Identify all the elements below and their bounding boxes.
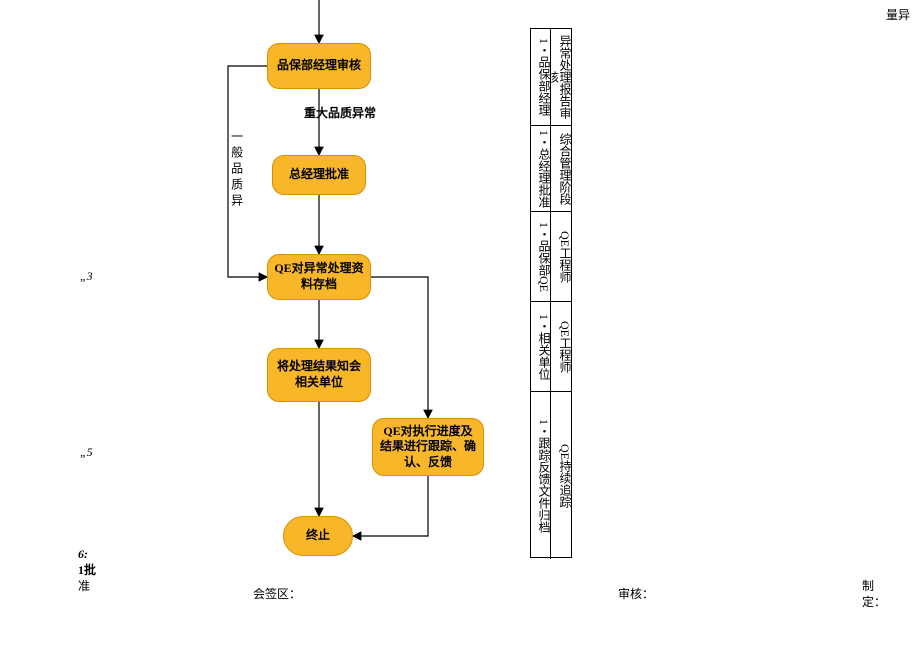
- corner-label: 量异: [886, 9, 910, 22]
- narrow-table: 1・品保部经理异常处理报告审核1・总经理批准综合管理阶段1・品保部QEQE工程师…: [530, 28, 572, 558]
- flowchart-arrows: [0, 0, 920, 662]
- node-n2: 总经理批准: [272, 155, 366, 195]
- annotation-major-abnormal: 重大品质异常: [304, 107, 376, 120]
- table-cell: 1・品保部QE: [531, 212, 551, 301]
- table-row: 1・跟踪反馈文件归档QE持续追踪: [531, 391, 571, 559]
- table-row: 1・品保部QEQE工程师: [531, 211, 571, 301]
- table-row: 1・总经理批准综合管理阶段: [531, 125, 571, 211]
- table-cell: 1・总经理批准: [531, 126, 551, 211]
- margin-label-6: 6:: [78, 548, 88, 561]
- margin-label-zhun: 准: [78, 580, 90, 593]
- table-cell: 异常处理报告审核: [551, 29, 571, 125]
- margin-label-1pi: 1批: [78, 564, 96, 577]
- table-cell: QE工程师: [551, 212, 571, 301]
- node-n3: QE对异常处理资料存档: [267, 254, 371, 300]
- footer-make-2: 定：: [862, 596, 886, 609]
- table-cell: 1・跟踪反馈文件归档: [531, 392, 551, 559]
- node-n6: 终止: [283, 516, 353, 556]
- table-cell: QE持续追踪: [551, 392, 571, 559]
- node-n1: 品保部经理审核: [267, 43, 371, 89]
- node-n4: 将处理结果知会相关单位: [267, 348, 371, 402]
- table-cell: QE工程师: [551, 302, 571, 391]
- table-cell: 1・相关单位: [531, 302, 551, 391]
- annotation-general-quality: 一般品质异: [230, 130, 243, 210]
- table-cell: 1・品保部经理: [531, 29, 551, 125]
- footer-review: 审核：: [618, 588, 654, 601]
- table-row: 1・品保部经理异常处理报告审核: [531, 29, 571, 125]
- table-cell: 综合管理阶段: [551, 126, 571, 211]
- margin-label-3: „3: [80, 270, 93, 283]
- table-row: 1・相关单位QE工程师: [531, 301, 571, 391]
- footer-sign-area: 会签区：: [253, 588, 301, 601]
- margin-label-5: „5: [80, 446, 93, 459]
- node-n5: QE对执行进度及结果进行跟踪、确认、反馈: [372, 418, 484, 476]
- footer-make-1: 制: [862, 580, 874, 593]
